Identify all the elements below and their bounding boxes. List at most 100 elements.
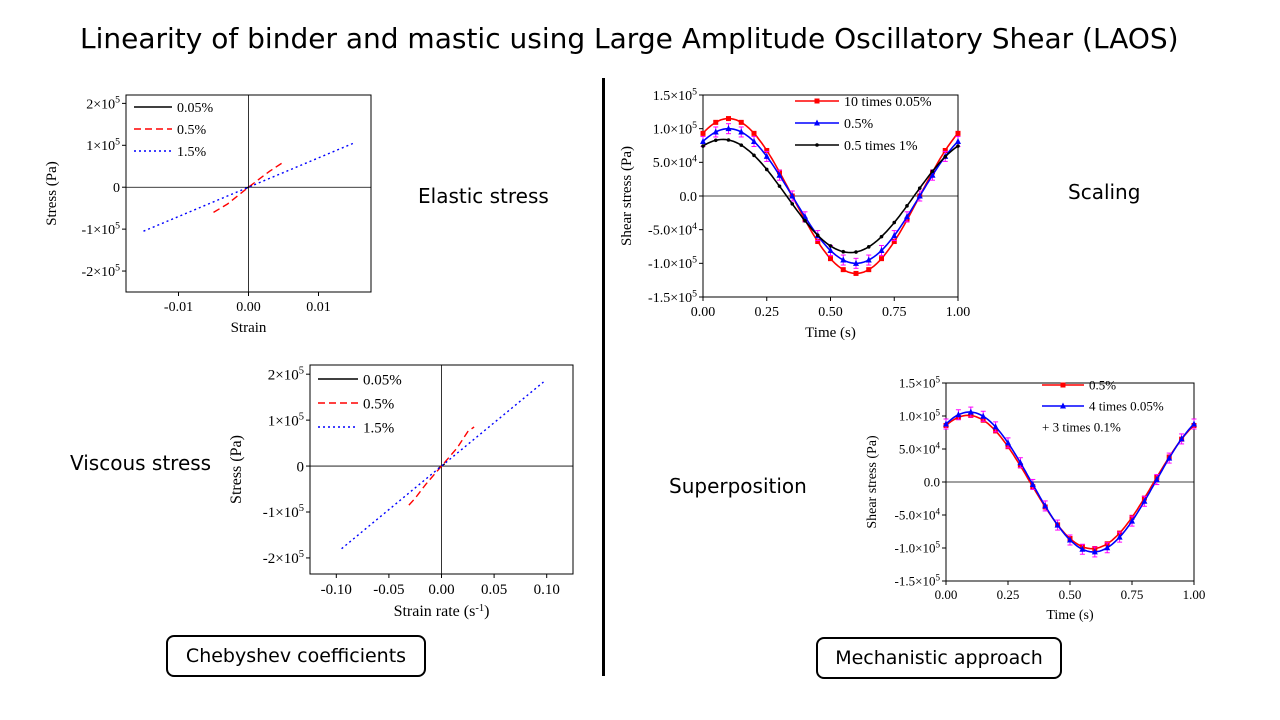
y-tick-label: -5.0×104 (648, 221, 697, 239)
series-4-times-0-05--marker (1017, 459, 1024, 466)
series-0-5--marker (789, 192, 796, 199)
series-4-times-0-05--marker (955, 411, 962, 418)
series-10-times-0-05--marker (700, 130, 706, 136)
series-0-5--marker (955, 138, 961, 145)
series-0-5--marker (776, 171, 783, 178)
y-tick-label: 1.5×105 (899, 374, 941, 390)
elastic-stress-chart: -0.01 0.00 0.01 -2×105 -1×105 0 1×105 2×105 Stra… (44, 94, 372, 336)
series-0-5--marker (878, 246, 885, 253)
series-0-5-times-1--marker (828, 244, 833, 248)
series-0-5-times-1--marker (905, 204, 909, 208)
series-0-5-times-1--marker (892, 220, 897, 225)
legend-0-05--label: 0.05% (177, 101, 214, 116)
legend-0-5-times-1--marker (815, 143, 819, 147)
y-tick-label: 0 (113, 181, 120, 196)
viscous-stress-caption: Viscous stress (70, 451, 212, 475)
x-tick-label: 0.25 (997, 587, 1020, 602)
mechanistic-approach-button[interactable]: Mechanistic approach (816, 637, 1062, 679)
series-4-times-0-05--marker (1005, 439, 1011, 446)
x-axis-label: Time (s) (805, 325, 856, 341)
series-4-times-0-05--marker (1141, 497, 1148, 504)
series-10-times-0-05--marker (879, 256, 884, 262)
legend-4-times-0-05--label-2: + 3 times 0.1% (1042, 420, 1121, 435)
series-4-times-0-05--marker (1067, 536, 1073, 543)
series-4-times-0-05--marker (1054, 521, 1061, 528)
vertical-divider (602, 78, 605, 676)
legend-4-times-0-05--label: 4 times 0.05% (1089, 399, 1164, 414)
y-tick-label: 1.5×105 (653, 86, 697, 104)
series-0-5--marker (853, 259, 859, 266)
series-0-5-times-1--marker (777, 184, 782, 188)
series-0-5--marker (751, 138, 757, 145)
y-tick-label: -1×105 (263, 503, 304, 521)
y-tick-label: 1×105 (86, 137, 120, 155)
y-tick-label: 2×105 (268, 365, 304, 383)
chebyshev-coefficients-button[interactable]: Chebyshev coefficients (166, 635, 426, 677)
series-0-5-times-1--marker (866, 245, 871, 249)
series-0-5--marker (865, 256, 872, 263)
y-tick-label: 1.0×105 (899, 407, 941, 423)
x-tick-label: -0.05 (373, 582, 404, 598)
viscous-stress-chart: -0.10 -0.05 0.00 0.05 0.10 -2×105 -1×105 0 1×105… (228, 364, 574, 620)
x-tick-label: -0.10 (321, 582, 352, 598)
legend-1-5--label: 1.5% (363, 420, 394, 436)
y-tick-label: -1.0×105 (895, 539, 941, 555)
legend-4-times-0-05--marker (1060, 402, 1066, 409)
superposition-chart: 0.00 0.25 0.50 0.75 1.00 -1.5×105 -1.0×105 -5.0… (865, 374, 1205, 623)
x-tick-label: 0.25 (755, 305, 780, 320)
x-tick-label: 0.05 (481, 582, 507, 598)
series-10-times-0-05--marker (815, 239, 821, 245)
x-tick-label: 0.75 (1121, 587, 1144, 602)
series-0-5--marker (904, 213, 910, 220)
x-tick-label: 0.75 (882, 305, 907, 320)
series-10-times-0-05--marker (751, 130, 757, 136)
series-4-times-0-05--marker (967, 408, 974, 415)
y-tick-label: -1×105 (82, 220, 121, 238)
x-tick-label: -0.01 (164, 300, 193, 315)
x-tick-label: 0.50 (1059, 587, 1082, 602)
series-0-5-times-1--marker (943, 154, 948, 159)
series-10-times-0-05--marker (726, 116, 731, 122)
series-4-times-0-05--marker (1029, 480, 1036, 487)
series-0-5--marker (929, 171, 936, 178)
y-tick-label: 0.0 (924, 475, 940, 490)
series-0-5-times-1--marker (790, 202, 795, 206)
series-4-times-0-05--marker (1042, 502, 1049, 509)
slide-title: Linearity of binder and mastic using Lar… (80, 22, 1179, 55)
series-10-times-0-05--marker (828, 256, 833, 262)
x-tick-label: 0.50 (818, 305, 843, 320)
series-4-times-0-05--marker (1091, 548, 1098, 555)
series-0-5-times-1--marker (815, 233, 820, 238)
y-tick-label: -2×105 (263, 549, 304, 567)
series-0-5-times-1--marker (726, 138, 731, 142)
legend-0-5--label: 0.5% (363, 396, 394, 412)
x-axis-label: Strain (231, 320, 267, 336)
y-axis-label: Stress (Pa) (44, 161, 60, 226)
series-10-times-0-05--marker (853, 270, 859, 276)
series-10-times-0-05--marker (764, 147, 770, 153)
y-tick-label: -1.0×105 (648, 255, 697, 273)
x-tick-label: 0.00 (691, 305, 716, 320)
legend-0-5-times-1--label: 0.5 times 1% (844, 139, 918, 154)
y-tick-label: 5.0×104 (653, 154, 697, 172)
x-tick-label: 0.00 (935, 587, 958, 602)
series-4-times-0-05--marker (992, 423, 999, 430)
y-axis-label: Stress (Pa) (228, 435, 245, 504)
series-0-5--line (408, 426, 475, 506)
series-0-5--marker (916, 192, 923, 199)
series-0-5--marker (725, 125, 732, 132)
series-4-times-0-05--marker (943, 420, 949, 427)
y-tick-label: 0 (297, 459, 305, 475)
x-tick-label: 0.00 (236, 300, 261, 315)
legend-0-5--marker (814, 119, 820, 126)
series-4-times-0-05--marker (980, 412, 987, 419)
series-4-times-0-05--marker (1104, 544, 1111, 551)
legend-1-5--label: 1.5% (177, 145, 207, 160)
series-0-5-times-1--marker (739, 143, 744, 147)
x-tick-label: 0.01 (306, 300, 331, 315)
series-0-5-times-1--marker (764, 167, 769, 172)
y-tick-label: 5.0×104 (899, 440, 941, 456)
series-0-5--marker (840, 256, 847, 263)
series-4-times-0-05--marker (1178, 435, 1185, 442)
y-tick-label: -1.5×105 (895, 572, 941, 588)
